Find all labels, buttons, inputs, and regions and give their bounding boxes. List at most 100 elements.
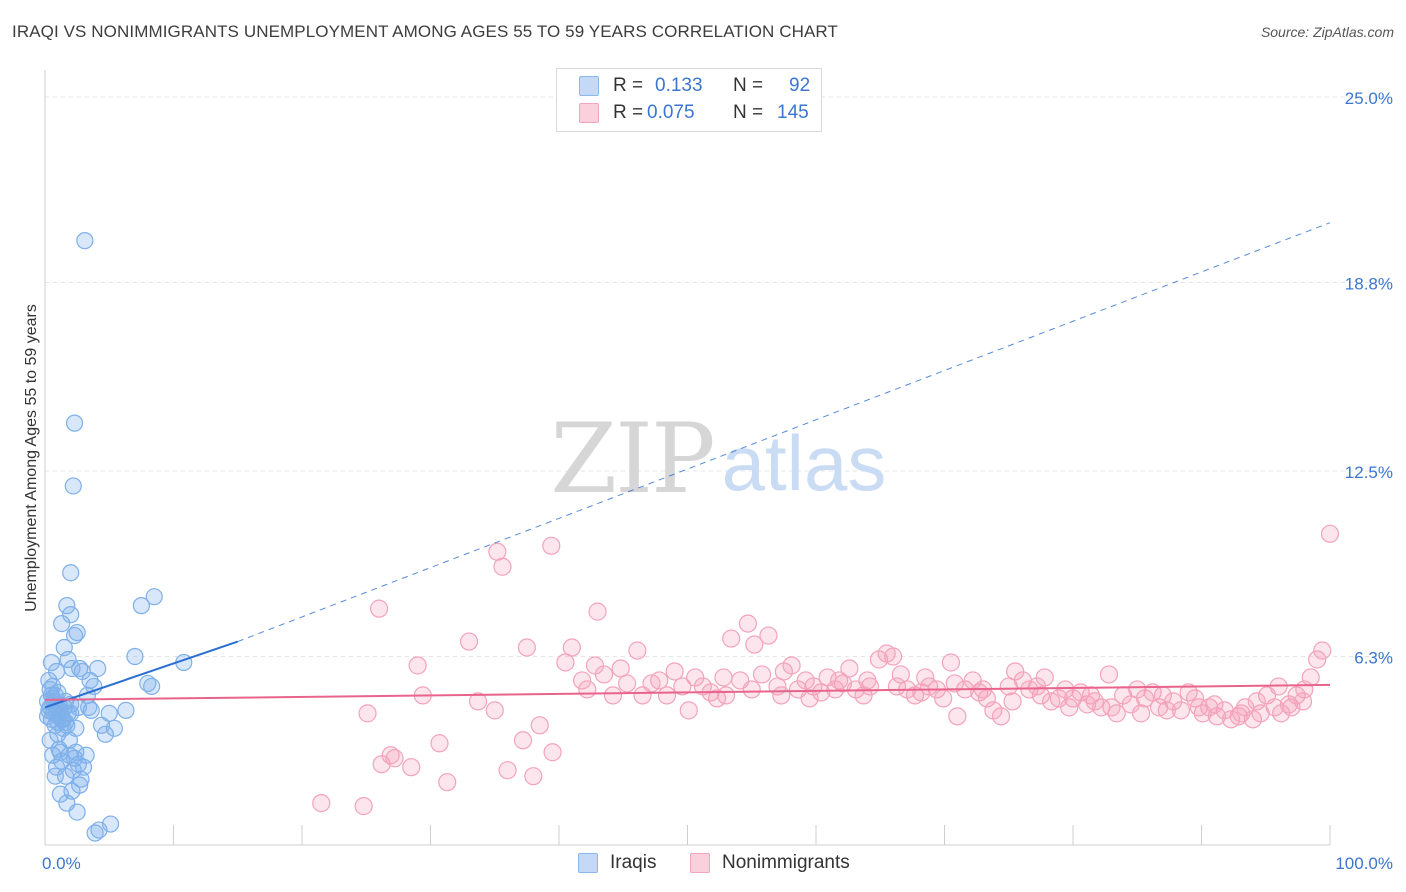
nonimmigrants-point <box>493 557 512 576</box>
iraqis-point <box>65 414 84 432</box>
iraqis-point <box>100 704 118 722</box>
iraqis-point <box>62 606 80 624</box>
nonimmigrants-point <box>628 641 647 660</box>
watermark-zip: ZIP <box>550 403 713 515</box>
nonimmigrants-point <box>1229 707 1248 726</box>
series-legend-iraqis[interactable]: Iraqis <box>578 852 656 874</box>
nonimmigrants-point <box>408 656 427 675</box>
nonimmigrants-point <box>594 665 614 684</box>
iraqis-point <box>59 650 77 669</box>
nonimmigrants-point <box>1132 704 1151 723</box>
series-legend-nonimmigrants[interactable]: Nonimmigrants <box>690 852 850 874</box>
nonimmigrants-point <box>1205 695 1224 714</box>
nonimmigrants-point <box>665 662 684 681</box>
iraqis-point <box>145 588 163 606</box>
nonimmigrants-point <box>782 656 801 675</box>
nonimmigrants-points <box>312 524 1340 816</box>
nonimmigrants-point <box>945 674 964 693</box>
nonimmigrants-point <box>830 671 849 690</box>
y-tick-label: 12.5% <box>1345 463 1393 482</box>
nonimmigrants-point <box>438 773 457 792</box>
iraqis-point <box>80 698 98 716</box>
nonimmigrants-point <box>517 638 536 657</box>
nonimmigrants-point <box>1247 692 1266 711</box>
nonimmigrants-point <box>1035 668 1054 687</box>
nonimmigrants-point <box>840 659 859 678</box>
nonimmigrants-point <box>530 716 549 735</box>
chart-title: IRAQI VS NONIMMIGRANTS UNEMPLOYMENT AMON… <box>12 22 838 41</box>
nonimmigrants-point <box>543 743 562 762</box>
legend-r-label: R = <box>613 75 644 96</box>
nonimmigrants-point <box>1189 698 1209 717</box>
y-tick-label: 18.8% <box>1345 275 1393 294</box>
nonimmigrants-point <box>679 701 698 720</box>
iraqis-point <box>64 477 82 495</box>
nonimmigrants-point <box>1320 524 1340 543</box>
legend-n-value: 145 <box>777 102 809 123</box>
nonimmigrants-point <box>611 659 630 678</box>
iraqis-point <box>117 701 135 719</box>
nonimmigrants-point <box>498 761 517 780</box>
iraqis-point <box>58 597 76 615</box>
iraqis-point <box>96 725 114 743</box>
nonimmigrants-point <box>354 797 373 816</box>
iraqis-point <box>101 815 120 833</box>
nonimmigrants-point <box>891 665 910 684</box>
nonimmigrants-point <box>556 653 575 672</box>
legend-r-label: R = <box>613 102 644 123</box>
nonimmigrants-point <box>941 653 961 672</box>
nonimmigrants-point <box>948 707 967 726</box>
nonimmigrants-point <box>1143 683 1162 702</box>
nonimmigrants-point <box>716 686 736 705</box>
tick-labels: 6.3% 12.5% 18.8% 25.0% 0.0% 100.0% <box>42 89 1393 873</box>
iraqis-point <box>42 653 61 672</box>
iraqis-point <box>60 731 79 749</box>
nonimmigrants-point <box>430 734 449 753</box>
nonimmigrants-point <box>858 671 877 690</box>
x-tick-label: 0.0% <box>42 854 81 873</box>
nonimmigrants-point <box>1107 704 1126 723</box>
iraqis-point <box>62 564 80 582</box>
nonimmigrants-point <box>800 689 819 708</box>
x-tick-label: 100.0% <box>1335 854 1393 873</box>
nonimmigrants-point <box>742 680 761 699</box>
iraqis-point <box>53 614 71 633</box>
nonimmigrants-trend-line <box>44 683 1331 701</box>
y-tick-label: 6.3% <box>1354 649 1393 668</box>
series-legend-label: Iraqis <box>610 852 657 873</box>
nonimmigrants-point <box>402 758 421 777</box>
nonimmigrants-point <box>1308 650 1327 669</box>
nonimmigrants-point <box>759 626 778 645</box>
trend-lines <box>44 222 1331 709</box>
nonimmigrants-point <box>887 677 907 696</box>
legend-r-value: 0.133 <box>655 75 703 96</box>
iraqis-point <box>92 716 111 734</box>
nonimmigrants-point <box>812 683 831 702</box>
nonimmigrants-point <box>468 692 488 711</box>
nonimmigrants-point <box>485 701 504 720</box>
nonimmigrants-point <box>562 638 581 657</box>
nonimmigrants-point <box>578 680 597 699</box>
nonimmigrants-point <box>673 677 692 696</box>
nonimmigrants-point <box>1099 665 1119 684</box>
iraqis-points <box>38 232 193 842</box>
nonimmigrants-point <box>745 635 764 654</box>
stats-legend: R = 0.133 N = 92 R = 0.075 N = 145 <box>556 68 822 132</box>
iraqis-point <box>40 671 58 690</box>
iraqis-point <box>132 597 150 615</box>
nonimmigrants-point <box>370 599 389 618</box>
nonimmigrants-point <box>1171 701 1191 720</box>
legend-n-value: 92 <box>789 75 811 96</box>
nonimmigrants-point <box>524 767 543 786</box>
iraqis-point <box>143 677 161 696</box>
nonimmigrants-point <box>722 629 741 648</box>
iraqis-point <box>68 623 86 642</box>
y-tick-label: 25.0% <box>1345 89 1393 108</box>
nonimmigrants-point <box>1153 686 1173 705</box>
nonimmigrants-point <box>385 749 404 768</box>
nonimmigrants-point <box>588 602 607 621</box>
nonimmigrants-point <box>1031 686 1050 705</box>
nonimmigrants-point <box>603 686 623 705</box>
source-credit: Source: ZipAtlas.com <box>1260 24 1394 40</box>
